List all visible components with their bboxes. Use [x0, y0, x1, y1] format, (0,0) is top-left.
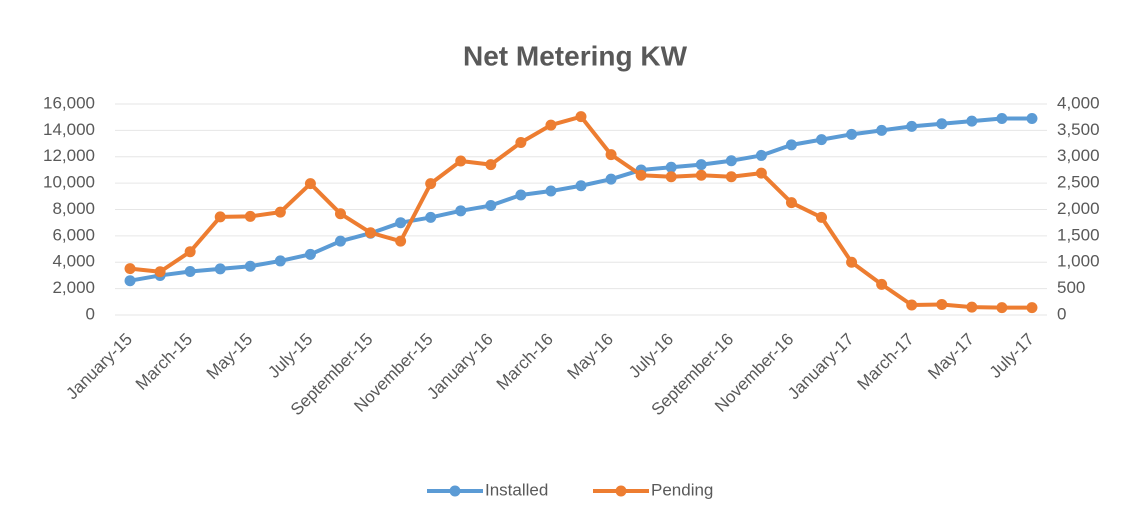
y2-tick-label: 0 — [1057, 304, 1066, 323]
y-tick-label: 4,000 — [52, 252, 95, 271]
y-tick-label: 2,000 — [52, 278, 95, 297]
point — [395, 235, 407, 247]
point — [395, 217, 407, 229]
y-tick-label: 0 — [86, 304, 95, 323]
point — [816, 211, 828, 223]
y2-tick-label: 3,500 — [1057, 120, 1100, 139]
legend-marker — [615, 485, 627, 497]
legend-marker — [449, 485, 461, 497]
point — [545, 185, 557, 197]
y2-tick-label: 500 — [1057, 278, 1085, 297]
point — [1026, 302, 1038, 314]
point — [966, 115, 978, 127]
point — [365, 227, 377, 239]
point — [665, 171, 677, 183]
y-tick-label: 6,000 — [52, 225, 95, 244]
point — [334, 208, 346, 220]
point — [575, 111, 587, 123]
point — [154, 266, 166, 278]
point — [455, 155, 467, 167]
y-tick-label: 12,000 — [43, 146, 95, 165]
point — [966, 301, 978, 313]
point — [485, 200, 497, 212]
point — [695, 159, 707, 171]
y2-tick-label: 2,000 — [1057, 199, 1100, 218]
point — [695, 169, 707, 181]
point — [274, 255, 286, 267]
point — [545, 119, 557, 131]
point — [605, 149, 617, 161]
point — [725, 155, 737, 167]
point — [515, 137, 527, 149]
chart-title: Net Metering KW — [463, 40, 688, 71]
point — [876, 278, 888, 290]
point — [184, 265, 196, 277]
point — [274, 206, 286, 218]
point — [425, 211, 437, 223]
point — [1026, 113, 1038, 125]
point — [575, 180, 587, 192]
y2-tick-label: 3,000 — [1057, 146, 1100, 165]
y2-tick-label: 2,500 — [1057, 173, 1100, 192]
point — [455, 205, 467, 217]
point — [214, 211, 226, 223]
y-tick-label: 16,000 — [43, 93, 95, 112]
point — [906, 120, 918, 132]
point — [785, 139, 797, 151]
point — [906, 299, 918, 311]
point — [605, 173, 617, 185]
point — [515, 189, 527, 201]
point — [214, 263, 226, 275]
point — [304, 248, 316, 260]
point — [425, 178, 437, 190]
y-tick-label: 8,000 — [52, 199, 95, 218]
point — [124, 275, 136, 287]
y2-tick-label: 1,000 — [1057, 252, 1100, 271]
point — [996, 302, 1008, 314]
point — [755, 167, 767, 179]
y-tick-label: 14,000 — [43, 120, 95, 139]
point — [996, 113, 1008, 125]
point — [244, 210, 256, 222]
point — [244, 260, 256, 272]
point — [876, 124, 888, 136]
point — [485, 159, 497, 171]
point — [846, 128, 858, 140]
legend-label: Pending — [651, 480, 713, 499]
point — [635, 169, 647, 181]
point — [846, 256, 858, 268]
point — [725, 171, 737, 183]
point — [334, 235, 346, 247]
point — [936, 298, 948, 310]
y2-tick-label: 1,500 — [1057, 225, 1100, 244]
point — [184, 246, 196, 258]
y-tick-label: 10,000 — [43, 173, 95, 192]
point — [755, 149, 767, 161]
point — [936, 118, 948, 130]
point — [304, 178, 316, 190]
point — [665, 161, 677, 173]
point — [124, 263, 136, 275]
y2-tick-label: 4,000 — [1057, 93, 1100, 112]
point — [816, 134, 828, 146]
point — [785, 197, 797, 209]
legend-label: Installed — [485, 480, 548, 499]
